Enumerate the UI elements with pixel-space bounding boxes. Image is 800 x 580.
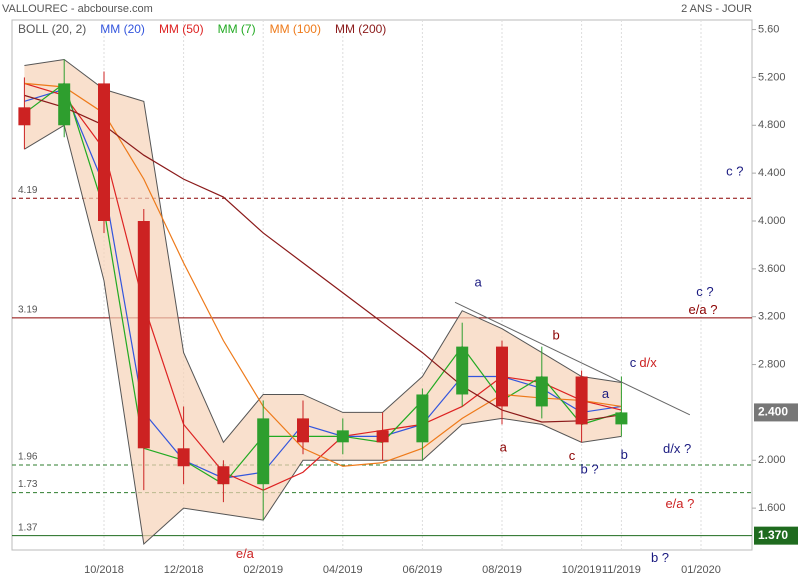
annotation: d/x [639,355,657,370]
annotation: a [475,275,483,290]
x-tick-label: 12/2018 [164,564,204,576]
plot-frame [11,19,753,551]
candle-body [18,107,31,126]
annotation: e/a [236,546,255,561]
trendline [454,301,691,416]
price-label: 1.370 [758,528,788,542]
ma-line [24,94,622,423]
y-tick-label: 4.000 [758,215,786,227]
candle-body [297,418,309,443]
ma-line [24,88,622,479]
candle-body [58,83,71,126]
legend-entry: MM (7) [218,22,256,36]
legend-entry: MM (20) [100,22,145,36]
x-tick-label: 10/2019 [562,564,602,576]
annotation: b ? [651,550,669,565]
candle-body [257,418,270,485]
price-label: 2.400 [758,405,788,419]
y-tick-label: 3.200 [758,311,786,323]
x-tick-label: 04/2019 [323,564,363,576]
annotation: b ? [581,461,599,476]
x-tick-label: 01/2020 [681,564,721,576]
x-tick-label: 08/2019 [482,564,522,576]
candle-body [177,448,190,467]
y-tick-label: 5.200 [758,71,786,83]
candle-body [575,376,588,425]
legend-entry: MM (100) [270,22,321,36]
annotation: c [630,355,637,370]
level-label: 4.19 [18,185,38,196]
x-tick-label: 06/2019 [403,564,443,576]
ma-line [24,82,622,467]
candle-body [416,394,429,443]
level-label: 1.96 [18,452,38,463]
ma-line [24,82,622,491]
candle-body [137,220,150,449]
annotation: a [500,440,508,455]
annotation: b [553,327,560,342]
y-tick-label: 5.60 [758,23,779,35]
band-lower [24,124,622,546]
candle-body [535,376,548,407]
period-label: 2 ANS - JOUR [681,3,752,15]
band-upper [24,58,622,444]
annotation: c ? [726,163,743,178]
annotation: a [602,386,610,401]
legend-entry: BOLL (20, 2) [18,22,86,36]
y-tick-label: 4.400 [758,167,786,179]
price-box [754,526,798,545]
x-tick-label: 10/2018 [84,564,124,576]
annotation: c [569,448,576,463]
candle-body [217,466,230,485]
ma-line [24,82,622,485]
y-tick-label: 2.800 [758,358,786,370]
annotation: b [621,447,628,462]
y-tick-label: 1.600 [758,502,786,514]
candle-body [496,346,508,407]
y-tick-label: 3.600 [758,263,786,275]
candle-body [336,430,349,443]
x-tick-label: 02/2019 [243,564,283,576]
y-tick-label: 4.800 [758,119,786,131]
chart-title: VALLOUREC - abcbourse.com [2,3,153,15]
band-fill [24,59,622,545]
candle-body [376,430,389,443]
y-tick-label: 2.000 [758,454,786,466]
annotation: e/a ? [689,302,718,317]
level-label: 1.73 [18,479,38,490]
candle-body [98,83,110,221]
legend-entry: MM (200) [335,22,386,36]
legend-entry: MM (50) [159,22,204,36]
annotation: d/x ? [663,441,691,456]
annotation: e/a ? [665,496,694,511]
level-label: 3.19 [18,305,38,316]
price-box [754,403,798,422]
x-tick-label: 11/2019 [602,564,641,576]
candle-body [615,412,628,425]
level-label: 1.37 [18,522,38,533]
candle-body [456,346,469,395]
annotation: c ? [696,284,713,299]
